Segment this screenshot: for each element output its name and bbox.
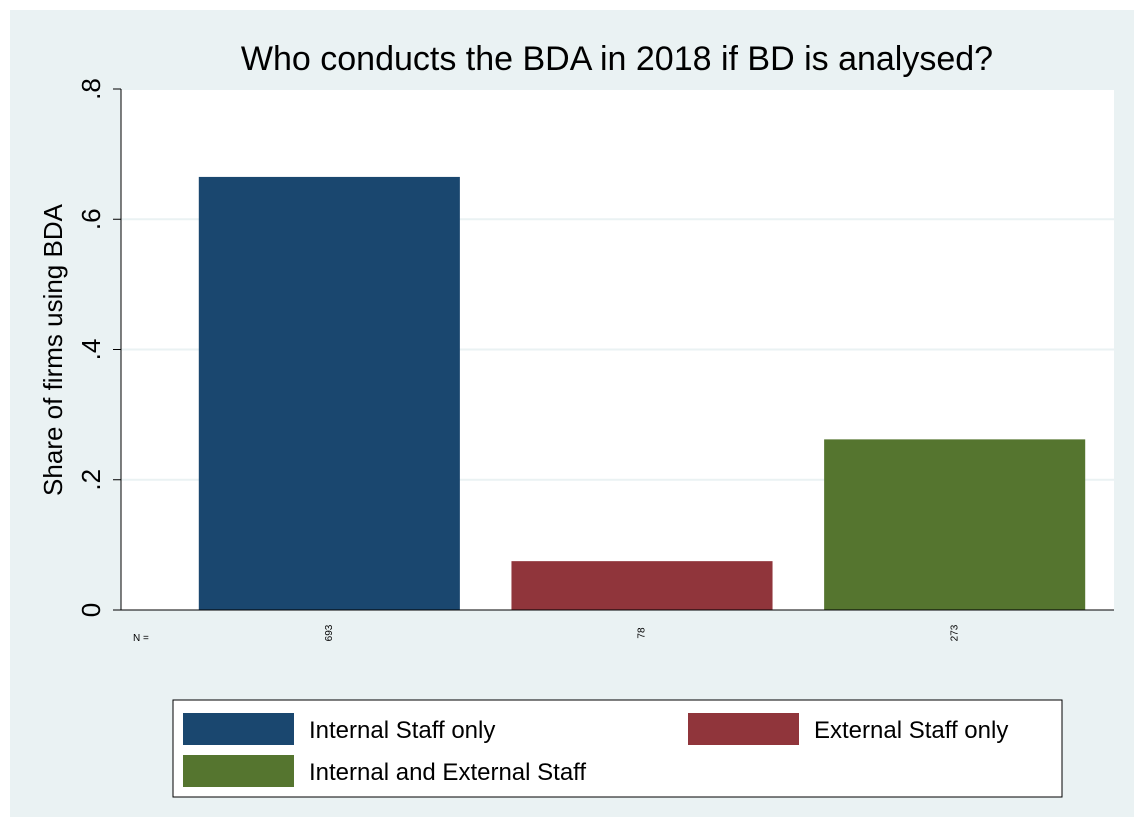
legend-swatch-3 [183, 755, 294, 787]
n-counts: 693 78 273 [324, 624, 960, 641]
n-prefix: N = [133, 633, 149, 644]
y-tick-label-0: 0 [76, 603, 106, 617]
chart-title: Who conducts the BDA in 2018 if BD is an… [241, 40, 993, 78]
y-axis-label: Share of firms using BDA [38, 203, 68, 496]
y-tick-label-4: .8 [76, 78, 106, 100]
n-count-3: 273 [949, 624, 960, 641]
bar-3 [824, 439, 1086, 610]
legend-label-3: Internal and External Staff [309, 759, 586, 786]
n-count-1: 693 [324, 624, 335, 641]
y-tick-label-3: .6 [76, 208, 106, 230]
bars [198, 176, 1086, 610]
legend-label-2: External Staff only [814, 717, 1008, 744]
y-tick-label-1: .2 [76, 469, 106, 491]
legend-swatch-2 [688, 713, 799, 745]
legend-swatch-1 [183, 713, 294, 745]
legend: Internal Staff only External Staff only In… [183, 713, 1008, 787]
legend-box [172, 699, 1063, 798]
n-count-2: 78 [637, 627, 648, 639]
bar-2 [511, 561, 773, 610]
y-tick-label-2: .4 [76, 339, 106, 361]
legend-label-1: Internal Staff only [309, 717, 495, 744]
bar-1 [198, 176, 460, 610]
y-ticks: 0 .2 .4 .6 .8 [76, 78, 121, 617]
